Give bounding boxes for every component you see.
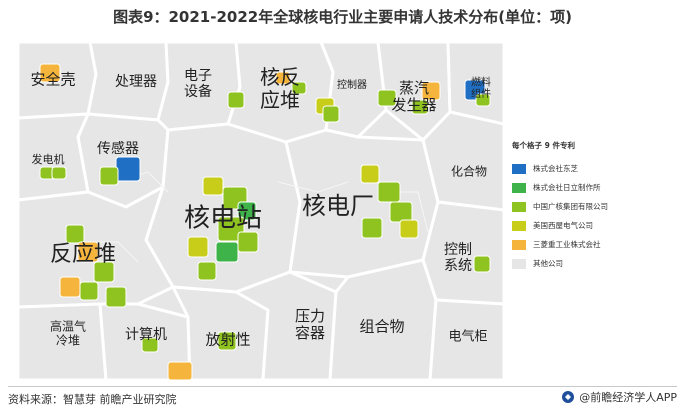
applicant-cell <box>377 181 401 203</box>
brand-text: @前瞻经济学人APP <box>579 391 677 404</box>
legend-swatch <box>512 163 526 174</box>
applicant-cell <box>99 166 119 186</box>
applicant-cell <box>399 219 419 239</box>
applicant-cell <box>65 224 85 244</box>
legend-label: 株式会社东芝 <box>533 164 578 173</box>
category-label: 蒸汽 <box>399 79 429 97</box>
applicant-cell <box>39 63 61 83</box>
applicant-cell <box>322 105 340 123</box>
category-region <box>421 110 504 212</box>
applicant-cell <box>377 89 397 107</box>
category-region <box>18 302 108 380</box>
applicant-cell <box>59 276 81 298</box>
applicant-cell <box>421 81 441 101</box>
applicant-cell <box>473 255 491 273</box>
category-label: 计算机 <box>125 327 167 343</box>
category-label: 发电机 <box>32 152 65 166</box>
category-label: 核电站 <box>184 204 262 234</box>
category-label: 反应堆 <box>50 242 116 267</box>
legend: 每个格子 9 件专利 株式会社东芝株式会社日立制作所 中国广核集团有限公司 美国西屋… <box>512 140 682 273</box>
category-label: 压力 <box>295 307 325 325</box>
category-label: 系统 <box>444 258 472 274</box>
legend-label: 中国广核集团有限公司 <box>533 202 608 211</box>
category-label: 应堆 <box>260 88 300 112</box>
legend-item: 其他公司 <box>512 254 682 273</box>
applicant-cell <box>411 99 429 115</box>
category-label: 放射性 <box>205 331 250 349</box>
category-label: 核电厂 <box>302 192 374 220</box>
legend-label: 株式会社日立制作所 <box>533 183 601 192</box>
brand-logo-icon <box>562 391 575 403</box>
applicant-cell <box>389 201 413 223</box>
applicant-cell <box>227 91 245 109</box>
category-region <box>234 270 338 380</box>
legend-swatch <box>512 201 526 212</box>
category-region <box>18 112 90 202</box>
cell-divider <box>277 181 349 193</box>
legend-swatch <box>512 258 526 269</box>
applicant-cell <box>215 241 239 263</box>
category-label: 电气柜 <box>448 329 487 345</box>
category-label: 高温气 <box>50 319 86 334</box>
legend-label: 三菱重工业株式会社 <box>533 240 601 249</box>
category-label: 电子 <box>184 68 212 84</box>
applicant-cell <box>291 81 307 95</box>
legend-label: 美国西屋电气公司 <box>533 221 593 230</box>
category-region <box>428 298 504 380</box>
category-label: 处理器 <box>115 74 157 90</box>
applicant-cell <box>237 201 257 221</box>
legend-item: 三菱重工业株式会社 <box>512 235 682 254</box>
legend-item: 株式会社日立制作所 <box>512 178 682 197</box>
category-label: 设备 <box>184 83 212 100</box>
category-label: 化合物 <box>451 164 487 179</box>
category-label: 冷堆 <box>56 333 80 347</box>
applicant-cell <box>237 231 259 253</box>
applicant-cell <box>93 261 115 283</box>
applicant-cell <box>360 164 380 184</box>
legend-swatch <box>512 220 526 231</box>
category-label: 燃料 <box>471 75 491 88</box>
applicant-cell <box>167 361 193 380</box>
source-text: 资料来源：智慧芽 前瞻产业研究院 <box>8 393 177 406</box>
applicant-cell <box>361 217 383 239</box>
voronoi-treemap: 安全壳 处理器 电子 设备 核反 应堆 控制器 蒸汽 发生器 燃料 组件传感器发电机核电站 核电厂 化合… <box>18 42 504 380</box>
applicant-cell <box>77 241 99 263</box>
legend-swatch <box>512 182 526 193</box>
chart-title: 图表9：2021-2022年全球核电行业主要申请人技术分布(单位：项) <box>113 8 572 26</box>
legend-item: 株式会社东芝 <box>512 159 682 178</box>
applicant-cell <box>217 331 237 351</box>
brand: @前瞻经济学人APP <box>561 389 677 405</box>
applicant-cell <box>197 261 217 281</box>
category-label: 发生器 <box>391 96 436 114</box>
category-label: 控制 <box>444 242 472 258</box>
legend-item: 中国广核集团有限公司 <box>512 197 682 216</box>
applicant-cell <box>141 337 159 353</box>
category-label: 控制器 <box>337 78 367 91</box>
applicant-cell <box>79 281 99 301</box>
applicant-cell <box>51 166 67 180</box>
category-label: 安全壳 <box>30 71 75 89</box>
applicant-cell <box>187 236 209 258</box>
applicant-cell <box>105 286 127 308</box>
category-label: 组件 <box>471 87 491 100</box>
category-label: 组合物 <box>359 318 404 336</box>
category-label: 核反 <box>260 65 300 89</box>
legend-swatch <box>512 239 526 250</box>
category-label: 传感器 <box>97 140 139 157</box>
applicant-cell <box>202 176 224 196</box>
applicant-cell <box>475 93 491 107</box>
applicant-cell <box>275 71 291 85</box>
legend-item: 美国西屋电气公司 <box>512 216 682 235</box>
legend-label: 其他公司 <box>533 259 563 268</box>
category-label: 容器 <box>295 324 325 342</box>
footer: 资料来源：智慧芽 前瞻产业研究院 @前瞻经济学人APP <box>8 386 677 415</box>
legend-title: 每个格子 9 件专利 <box>512 141 575 150</box>
applicant-cell <box>115 156 141 182</box>
